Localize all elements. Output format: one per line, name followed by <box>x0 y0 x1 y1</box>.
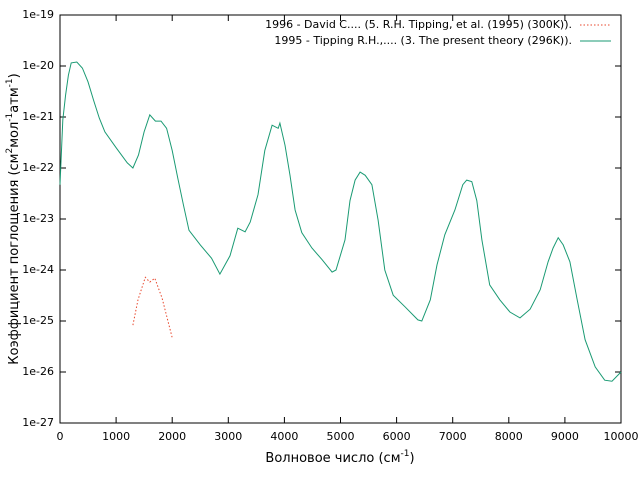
x-tick-label: 3000 <box>214 430 242 443</box>
label-part: Волновое число (см <box>265 451 400 466</box>
legend-label: 1995 - Tipping R.H.,.... (3. The present… <box>274 34 572 47</box>
y-tick-label: 1e-24 <box>22 263 54 276</box>
label-part: атм <box>7 87 22 112</box>
series-line <box>132 276 173 338</box>
y-tick-label: 1e-19 <box>22 8 54 21</box>
y-tick-label: 1e-20 <box>22 59 54 72</box>
label-part: -1 <box>5 78 15 87</box>
label-part: ) <box>409 451 414 466</box>
x-tick-label: 6000 <box>383 430 411 443</box>
x-tick-label: 1000 <box>102 430 130 443</box>
y-tick-label: 1e-21 <box>22 110 54 123</box>
y-tick-label: 1e-22 <box>22 161 54 174</box>
y-tick-label: 1e-23 <box>22 212 54 225</box>
label-part: Коэффициент поглощения (см <box>7 154 22 365</box>
label-part: -1 <box>5 113 15 122</box>
label-part: мол <box>7 122 22 148</box>
y-axis-label: Коэффициент поглощения (см2мол-1атм-1) <box>5 73 22 364</box>
plot-frame <box>59 14 622 424</box>
y-tick-label: 1e-27 <box>22 416 54 429</box>
x-tick-label: 10000 <box>604 430 639 443</box>
series-line <box>59 61 622 382</box>
label-part: ) <box>7 73 22 78</box>
x-tick-label: 9000 <box>551 430 579 443</box>
x-axis-label: Волновое число (см-1) <box>265 449 414 466</box>
y-tick-label: 1e-25 <box>22 314 54 327</box>
y-tick-label: 1e-26 <box>22 365 54 378</box>
legend-label: 1996 - David C.... (5. R.H. Tipping, et … <box>265 18 572 31</box>
label-part: -1 <box>401 449 410 459</box>
x-tick-label: 7000 <box>439 430 467 443</box>
label-part: 2 <box>5 148 15 154</box>
x-tick-label: 4000 <box>270 430 298 443</box>
x-tick-label: 5000 <box>327 430 355 443</box>
x-tick-label: 0 <box>57 430 64 443</box>
x-tick-label: 8000 <box>495 430 523 443</box>
x-tick-label: 2000 <box>158 430 186 443</box>
